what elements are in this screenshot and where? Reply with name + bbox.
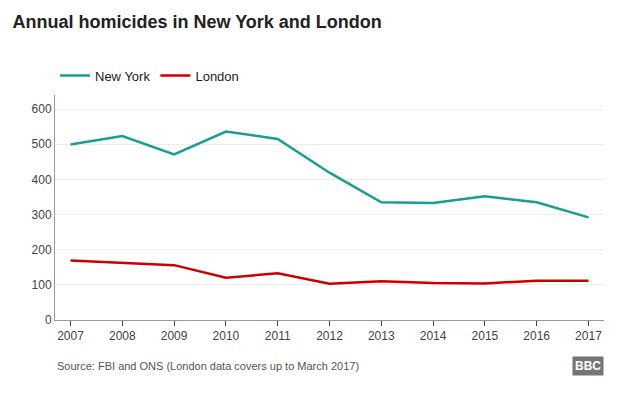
svg-text:2017: 2017 <box>575 329 602 343</box>
svg-text:600: 600 <box>32 102 52 116</box>
svg-text:2013: 2013 <box>368 329 395 343</box>
svg-text:BBC: BBC <box>575 359 601 373</box>
svg-text:2007: 2007 <box>57 329 84 343</box>
svg-text:2008: 2008 <box>109 329 136 343</box>
svg-text:Annual homicides in New York a: Annual homicides in New York and London <box>12 12 381 32</box>
svg-text:300: 300 <box>32 208 52 222</box>
svg-text:2009: 2009 <box>161 329 188 343</box>
svg-text:0: 0 <box>45 313 52 327</box>
svg-text:200: 200 <box>32 243 52 257</box>
svg-text:400: 400 <box>32 173 52 187</box>
svg-text:New York: New York <box>95 69 150 84</box>
svg-text:Source: FBI and ONS (London da: Source: FBI and ONS (London data covers … <box>57 360 359 372</box>
svg-text:500: 500 <box>32 137 52 151</box>
svg-text:London: London <box>195 69 238 84</box>
svg-text:2016: 2016 <box>523 329 550 343</box>
svg-text:2015: 2015 <box>472 329 499 343</box>
svg-text:2011: 2011 <box>265 329 291 343</box>
svg-text:2014: 2014 <box>420 329 447 343</box>
svg-text:2012: 2012 <box>316 329 343 343</box>
svg-text:2010: 2010 <box>213 329 240 343</box>
svg-text:100: 100 <box>32 278 52 292</box>
